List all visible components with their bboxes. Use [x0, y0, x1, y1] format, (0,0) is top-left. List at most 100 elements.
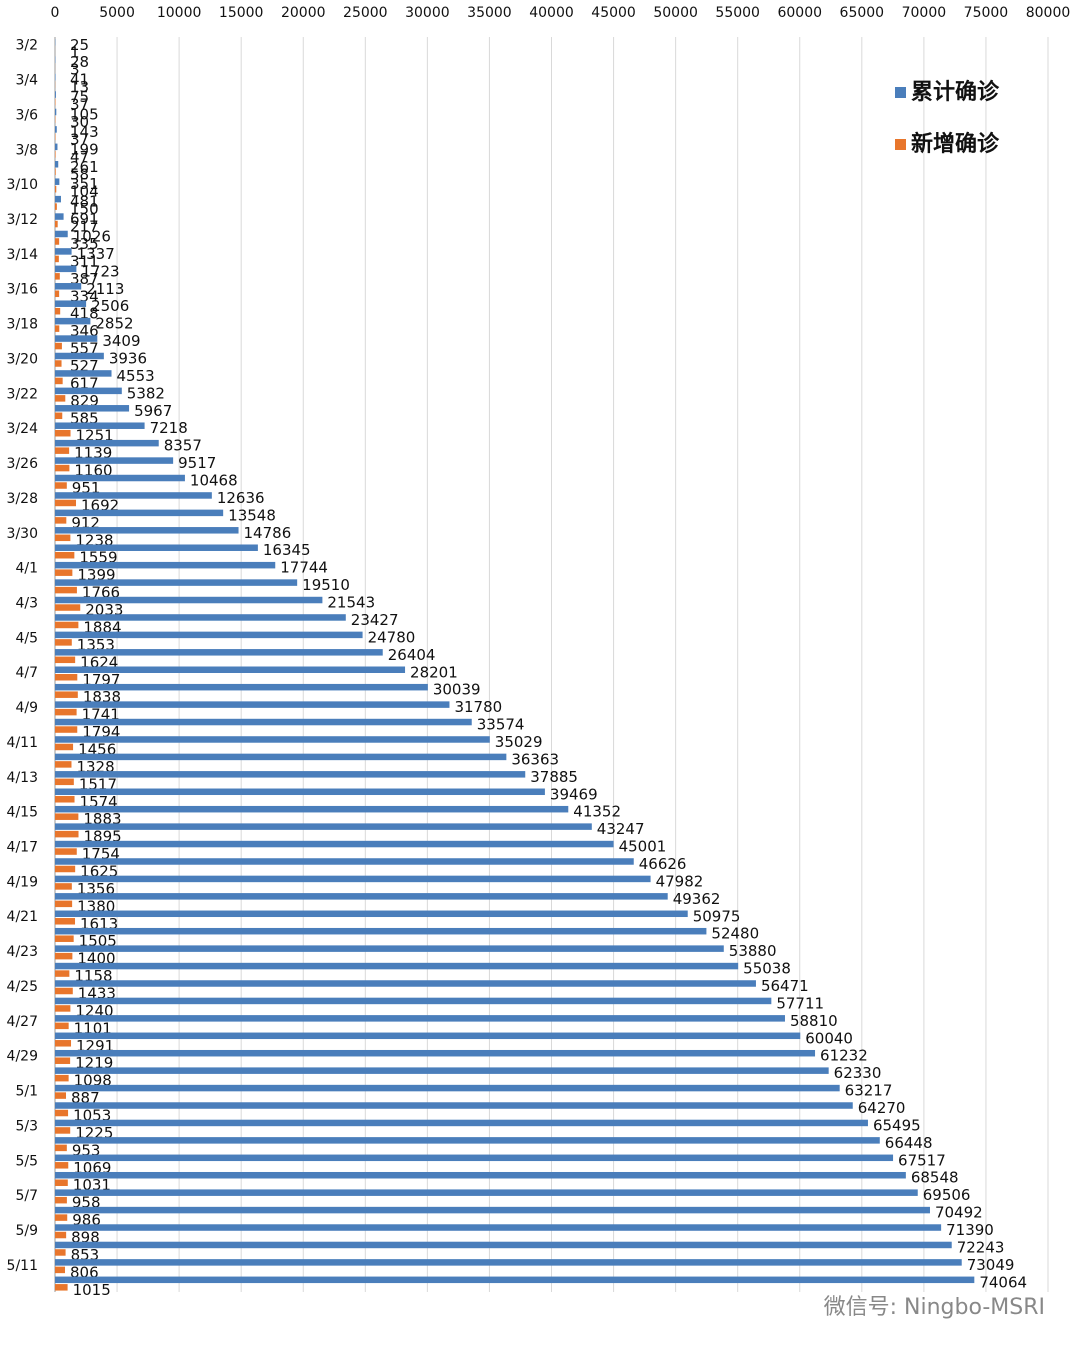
- bar: [55, 883, 72, 890]
- y-tick-label: 3/10: [7, 177, 38, 193]
- bar: [55, 953, 72, 960]
- value-label: 17744: [280, 559, 328, 577]
- bar: [55, 1145, 67, 1152]
- y-tick-label: 3/16: [7, 282, 39, 298]
- bar: [55, 238, 59, 245]
- bar: [55, 213, 64, 220]
- bar: [55, 901, 72, 908]
- bar: [55, 1259, 962, 1266]
- y-tick-label: 4/17: [7, 840, 38, 856]
- bar: [55, 674, 77, 681]
- bar: [55, 291, 59, 298]
- value-label: 64270: [858, 1099, 906, 1117]
- y-tick-label: 3/22: [7, 386, 38, 402]
- bar: [55, 1197, 67, 1204]
- value-label: 56471: [761, 977, 809, 995]
- y-tick-label: 4/19: [7, 874, 38, 890]
- bar: [55, 1224, 941, 1231]
- value-label: 58810: [790, 1012, 838, 1030]
- watermark: 微信号: Ningbo-MSRI: [824, 1295, 1045, 1320]
- bar: [55, 144, 57, 151]
- value-label: 5382: [127, 384, 165, 402]
- bar: [55, 569, 72, 576]
- bar: [55, 457, 173, 464]
- bar: [55, 935, 74, 942]
- bar: [55, 151, 56, 158]
- bar: [55, 771, 525, 778]
- x-tick-label: 75000: [964, 5, 1009, 21]
- bar: [55, 482, 67, 489]
- y-tick-label: 4/13: [7, 770, 38, 786]
- x-tick-label: 45000: [591, 5, 636, 21]
- bar: [55, 1092, 66, 1099]
- x-tick-label: 0: [51, 5, 60, 21]
- bar: [55, 231, 68, 238]
- bar: [55, 517, 66, 524]
- bar: [55, 552, 74, 559]
- bar: [55, 1155, 893, 1162]
- x-tick-label: 25000: [343, 5, 388, 21]
- value-label: 19510: [302, 576, 350, 594]
- value-label: 8357: [164, 437, 202, 455]
- bar: [55, 1120, 868, 1127]
- bar: [55, 1102, 853, 1109]
- value-label: 2852: [95, 315, 133, 333]
- x-tick-label: 35000: [467, 5, 512, 21]
- bar: [55, 1207, 930, 1214]
- y-tick-label: 4/25: [7, 979, 38, 995]
- y-tick-label: 3/18: [7, 317, 38, 333]
- bar: [55, 221, 58, 228]
- bar: [55, 186, 56, 193]
- y-tick-label: 5/9: [15, 1223, 38, 1239]
- bar: [55, 813, 78, 820]
- value-label: 49362: [673, 890, 721, 908]
- value-label: 62330: [834, 1064, 882, 1082]
- bar: [55, 622, 78, 629]
- bar: [55, 360, 62, 367]
- bar: [55, 535, 70, 542]
- value-label: 28201: [410, 663, 458, 681]
- bar: [55, 169, 56, 176]
- value-label: 21543: [327, 594, 375, 612]
- y-tick-label: 3/26: [7, 456, 39, 472]
- y-tick-label: 3/12: [7, 212, 38, 228]
- bar: [55, 1040, 71, 1047]
- x-tick-label: 65000: [840, 5, 885, 21]
- value-label: 26404: [388, 646, 436, 664]
- bar: [55, 492, 212, 499]
- value-label: 1015: [73, 1281, 111, 1299]
- value-label: 14786: [244, 524, 292, 542]
- bar: [55, 1179, 68, 1186]
- value-label: 57711: [776, 994, 824, 1012]
- bar: [55, 1005, 70, 1012]
- y-tick-label: 4/3: [15, 595, 38, 611]
- value-label: 39469: [550, 785, 598, 803]
- bar: [55, 945, 724, 952]
- bar: [55, 308, 60, 315]
- bar: [55, 988, 73, 995]
- bar: [55, 378, 63, 385]
- bar: [55, 447, 69, 454]
- bar: [55, 273, 60, 280]
- y-tick-label: 3/24: [7, 421, 39, 437]
- bar: [55, 1075, 69, 1082]
- bar: [55, 806, 568, 813]
- bar: [55, 343, 62, 350]
- value-label: 74064: [979, 1273, 1027, 1291]
- y-tick-label: 4/9: [15, 700, 38, 716]
- y-tick-label: 3/28: [7, 491, 38, 507]
- bar: [55, 196, 61, 203]
- value-label: 37885: [530, 768, 578, 786]
- x-tick-label: 80000: [1026, 5, 1071, 21]
- value-label: 24780: [368, 628, 416, 646]
- value-label: 31780: [454, 698, 502, 716]
- bar: [55, 126, 57, 132]
- x-tick-label: 15000: [219, 5, 264, 21]
- bar: [55, 325, 59, 332]
- bar: [55, 831, 79, 838]
- bar: [55, 1050, 815, 1057]
- value-label: 10468: [190, 472, 238, 490]
- y-tick-label: 4/29: [7, 1049, 38, 1065]
- legend-swatch: [895, 87, 906, 98]
